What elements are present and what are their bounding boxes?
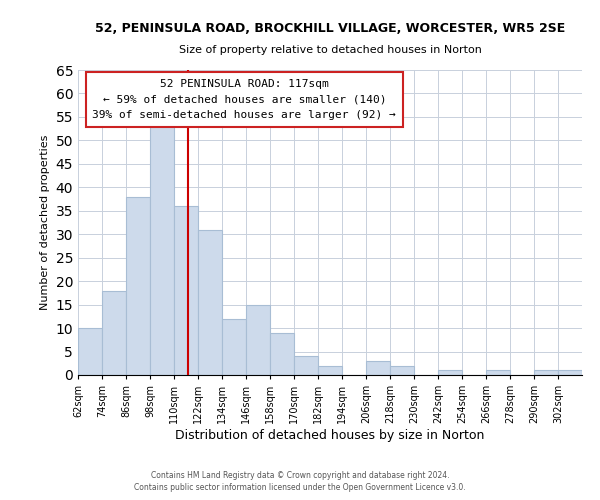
Bar: [366, 361, 390, 375]
Text: Contains HM Land Registry data © Crown copyright and database right 2024.: Contains HM Land Registry data © Crown c…: [151, 471, 449, 480]
Text: Contains public sector information licensed under the Open Government Licence v3: Contains public sector information licen…: [134, 484, 466, 492]
Text: 52 PENINSULA ROAD: 117sqm
← 59% of detached houses are smaller (140)
39% of semi: 52 PENINSULA ROAD: 117sqm ← 59% of detac…: [92, 79, 396, 120]
Text: Size of property relative to detached houses in Norton: Size of property relative to detached ho…: [179, 45, 481, 55]
Bar: [78, 328, 102, 375]
Bar: [294, 356, 318, 375]
Bar: [270, 333, 294, 375]
Bar: [438, 370, 462, 375]
Bar: [222, 318, 246, 375]
Text: 52, PENINSULA ROAD, BROCKHILL VILLAGE, WORCESTER, WR5 2SE: 52, PENINSULA ROAD, BROCKHILL VILLAGE, W…: [95, 22, 565, 36]
X-axis label: Distribution of detached houses by size in Norton: Distribution of detached houses by size …: [175, 429, 485, 442]
Bar: [246, 304, 270, 375]
Bar: [534, 370, 558, 375]
Y-axis label: Number of detached properties: Number of detached properties: [40, 135, 50, 310]
Bar: [126, 196, 150, 375]
Bar: [174, 206, 198, 375]
Bar: [486, 370, 510, 375]
Bar: [558, 370, 582, 375]
Bar: [198, 230, 222, 375]
Bar: [102, 290, 126, 375]
Bar: [150, 126, 174, 375]
Bar: [318, 366, 342, 375]
Bar: [390, 366, 414, 375]
